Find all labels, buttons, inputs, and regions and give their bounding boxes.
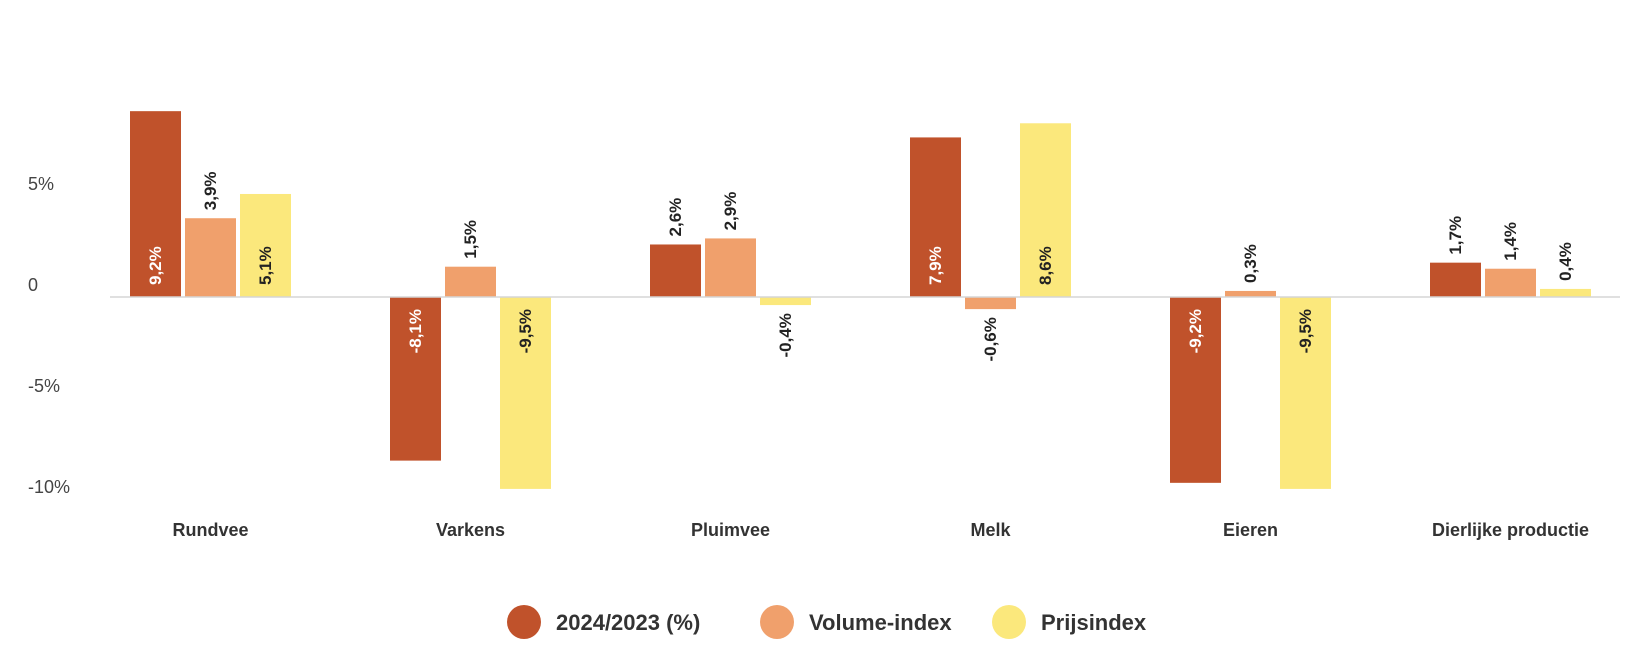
data-label-prijsindex-melk: 8,6% bbox=[1036, 246, 1055, 285]
data-label-prijsindex-dierlijke-productie: 0,4% bbox=[1556, 242, 1575, 281]
data-label-volume-index-melk: -0,6% bbox=[981, 317, 1000, 361]
bars bbox=[130, 111, 1591, 489]
bar-2024-2023-varkens bbox=[390, 297, 441, 461]
bar-volume-index-varkens bbox=[445, 266, 496, 297]
bar-prijsindex-rundvee bbox=[240, 193, 291, 297]
y-tick-label: 5% bbox=[28, 174, 54, 194]
bar-volume-index-melk bbox=[965, 297, 1016, 310]
data-label-volume-index-varkens: 1,5% bbox=[461, 220, 480, 259]
y-tick-label: -10% bbox=[28, 477, 70, 497]
legend-label-2024-2023: 2024/2023 (%) bbox=[556, 610, 700, 635]
legend-swatch-2024-2023 bbox=[507, 605, 541, 639]
category-label: Rundvee bbox=[172, 520, 248, 540]
bar-2024-2023-rundvee bbox=[130, 111, 181, 297]
data-label-2024-2023-eieren: -9,2% bbox=[1186, 309, 1205, 353]
data-label-prijsindex-pluimvee: -0,4% bbox=[776, 313, 795, 357]
legend-label-volume-index: Volume-index bbox=[809, 610, 952, 635]
bar-prijsindex-dierlijke-productie bbox=[1540, 288, 1591, 297]
data-label-volume-index-rundvee: 3,9% bbox=[201, 171, 220, 210]
data-label-2024-2023-melk: 7,9% bbox=[926, 246, 945, 285]
bar-prijsindex-eieren bbox=[1280, 297, 1331, 489]
bar-volume-index-rundvee bbox=[185, 218, 236, 297]
legend-swatch-volume-index bbox=[760, 605, 794, 639]
data-label-prijsindex-rundvee: 5,1% bbox=[256, 246, 275, 285]
x-axis: Rundvee Varkens Pluimvee Melk Eieren Dierlijk… bbox=[172, 520, 1589, 540]
data-label-volume-index-eieren: 0,3% bbox=[1241, 244, 1260, 283]
legend: 2024/2023 (%) Volume-index Prijsindex bbox=[507, 605, 1147, 639]
data-label-2024-2023-pluimvee: 2,6% bbox=[666, 198, 685, 237]
bar-prijsindex-varkens bbox=[500, 297, 551, 489]
legend-swatch-prijsindex bbox=[992, 605, 1026, 639]
bar-volume-index-dierlijke-productie bbox=[1485, 268, 1536, 297]
data-label-volume-index-pluimvee: 2,9% bbox=[721, 192, 740, 231]
bar-prijsindex-melk bbox=[1020, 123, 1071, 297]
bar-volume-index-eieren bbox=[1225, 290, 1276, 297]
data-label-2024-2023-varkens: -8,1% bbox=[406, 309, 425, 353]
y-axis: 5% 0 -5% -10% bbox=[28, 174, 70, 497]
data-label-volume-index-dierlijke-productie: 1,4% bbox=[1501, 222, 1520, 261]
bar-2024-2023-eieren bbox=[1170, 297, 1221, 483]
bar-2024-2023-pluimvee bbox=[650, 244, 701, 297]
category-label: Eieren bbox=[1223, 520, 1278, 540]
data-label-2024-2023-rundvee: 9,2% bbox=[146, 246, 165, 285]
category-label: Varkens bbox=[436, 520, 505, 540]
bar-volume-index-pluimvee bbox=[705, 238, 756, 297]
category-label: Dierlijke productie bbox=[1432, 520, 1589, 540]
bar-2024-2023-dierlijke-productie bbox=[1430, 262, 1481, 297]
data-labels: 9,2% 3,9% 5,1% -8,1% 1,5% -9,5% 2,6% 2,9% -0,4% 7… bbox=[146, 171, 1575, 361]
data-label-2024-2023-dierlijke-productie: 1,7% bbox=[1446, 216, 1465, 255]
y-tick-label: 0 bbox=[28, 275, 38, 295]
legend-label-prijsindex: Prijsindex bbox=[1041, 610, 1147, 635]
category-label: Melk bbox=[970, 520, 1011, 540]
category-label: Pluimvee bbox=[691, 520, 770, 540]
data-label-prijsindex-varkens: -9,5% bbox=[516, 309, 535, 353]
data-label-prijsindex-eieren: -9,5% bbox=[1296, 309, 1315, 353]
bar-2024-2023-melk bbox=[910, 137, 961, 297]
y-tick-label: -5% bbox=[28, 376, 60, 396]
bar-prijsindex-pluimvee bbox=[760, 297, 811, 306]
